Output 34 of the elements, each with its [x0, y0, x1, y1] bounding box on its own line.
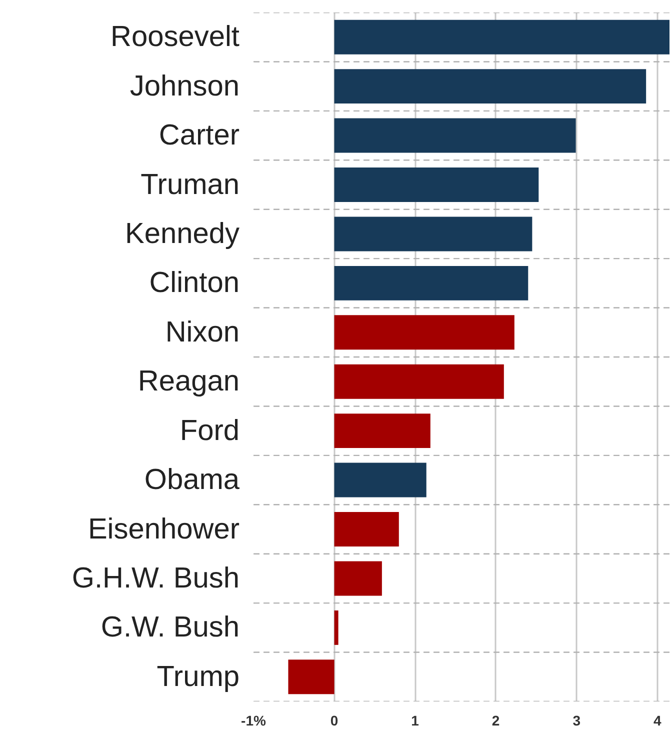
bar	[334, 414, 430, 448]
y-tick-label: Ford	[180, 414, 240, 447]
bar	[334, 266, 528, 300]
bar	[334, 561, 382, 596]
y-tick-label: Trump	[156, 660, 240, 693]
y-tick-label: Clinton	[149, 267, 240, 300]
y-tick-label: G.W. Bush	[100, 612, 240, 644]
bar	[334, 610, 338, 645]
bar	[334, 512, 399, 546]
bar	[334, 315, 514, 350]
x-tick-label: -1%	[241, 712, 266, 728]
y-tick-label: Nixon	[165, 316, 240, 348]
bar	[334, 168, 539, 202]
bar	[334, 69, 646, 104]
x-tick-label: 2	[492, 712, 500, 728]
y-tick-label: Roosevelt	[110, 21, 240, 54]
x-tick-label: 1	[411, 712, 420, 728]
y-tick-label: Kennedy	[125, 218, 240, 250]
bar	[334, 118, 576, 153]
y-tick-label: Johnson	[130, 70, 240, 102]
x-tick-label: 3	[572, 712, 581, 728]
y-tick-label: Carter	[158, 120, 240, 152]
y-tick-label: Reagan	[138, 366, 240, 398]
bar	[334, 364, 504, 399]
x-tick-label: 0	[330, 712, 338, 728]
y-tick-label: Truman	[140, 168, 240, 201]
bar	[334, 216, 532, 252]
y-tick-label: Eisenhower	[88, 513, 240, 546]
bar	[288, 660, 334, 694]
x-tick-label: 4	[653, 712, 662, 728]
bar	[334, 20, 670, 54]
y-tick-label: Obama	[144, 464, 240, 496]
y-tick-label: G.H.W. Bush	[72, 562, 240, 594]
bar	[334, 462, 426, 498]
